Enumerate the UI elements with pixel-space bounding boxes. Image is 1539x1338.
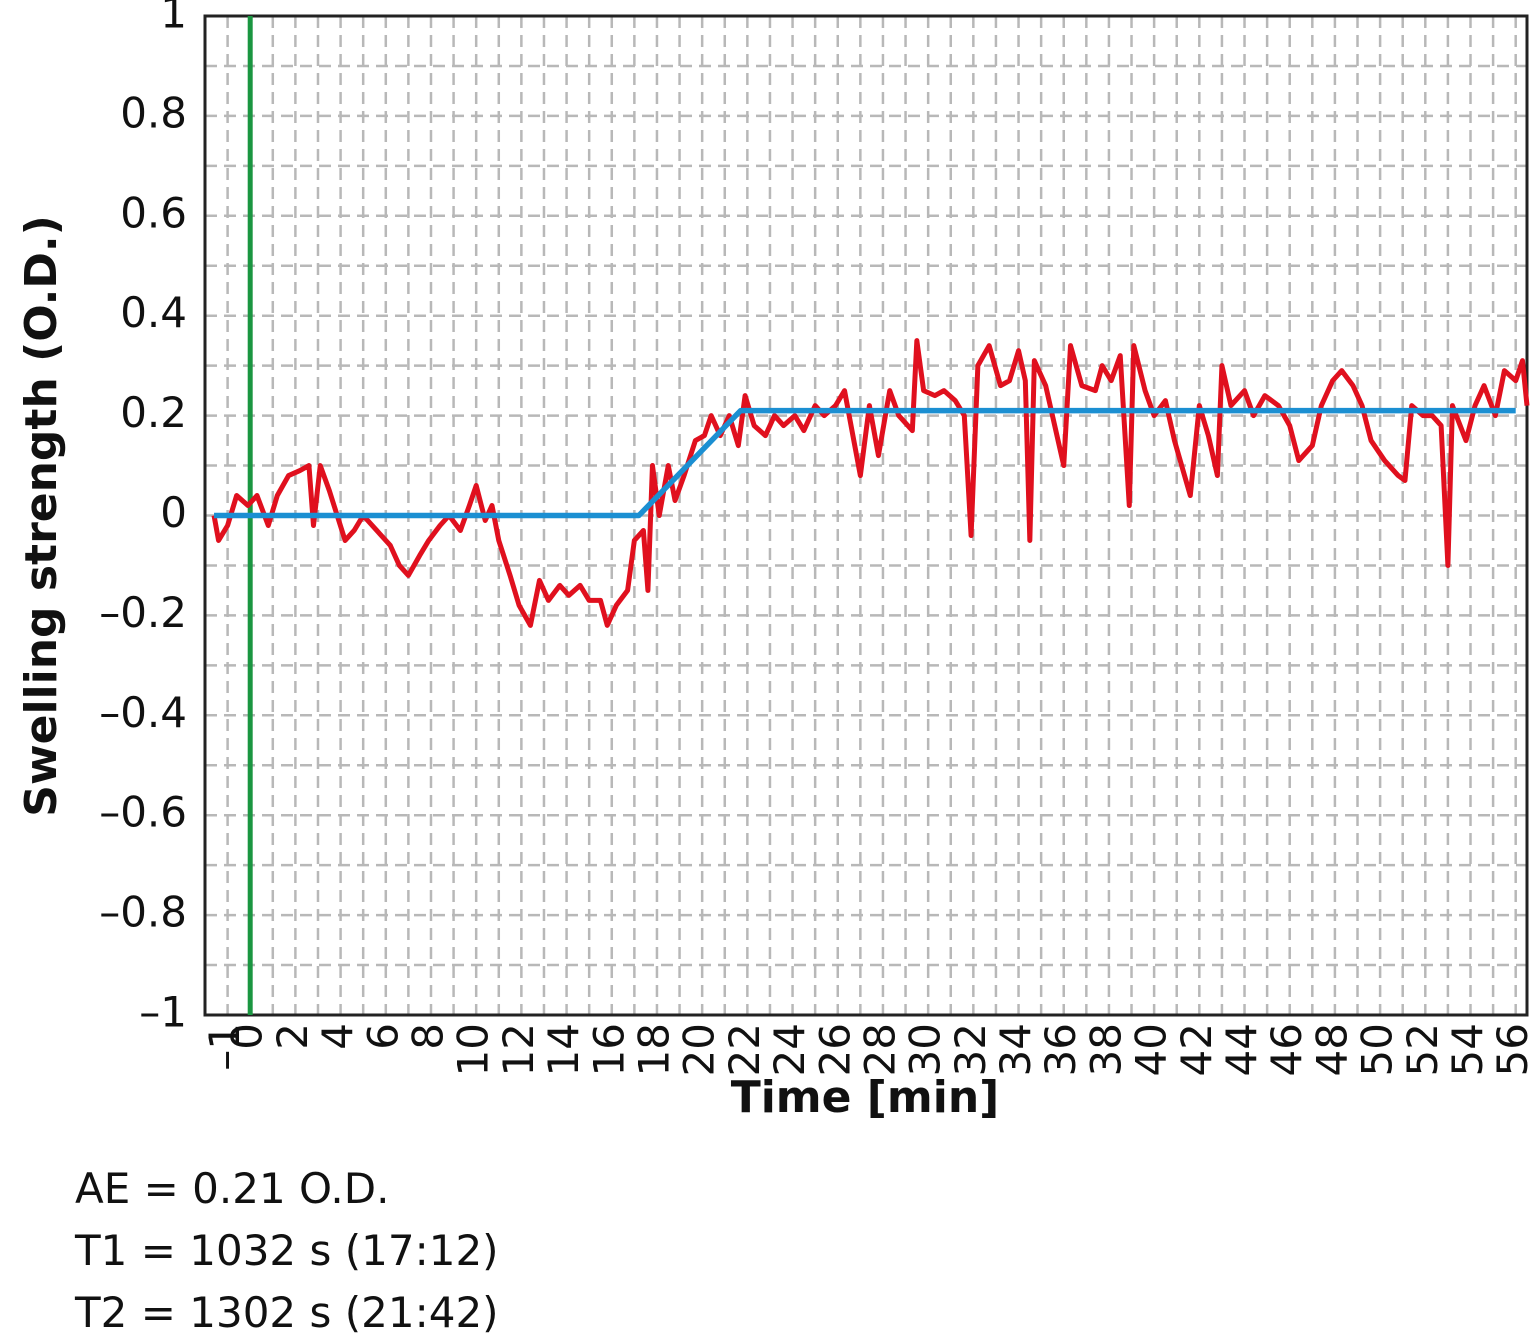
y-tick-label: 0.2 — [120, 388, 187, 437]
x-tick-label: 42 — [1172, 1023, 1221, 1076]
annotation: AE = 0.21 O.D. — [75, 1164, 389, 1213]
x-tick-label: 46 — [1262, 1023, 1311, 1076]
y-tick-label: –0.4 — [99, 688, 187, 737]
x-axis-label: Time [min] — [731, 1072, 1000, 1123]
x-tick-label: 40 — [1127, 1023, 1176, 1076]
data-line — [214, 407, 1516, 519]
plot-frame — [203, 14, 1529, 1017]
x-tick-label: 44 — [1217, 1023, 1266, 1076]
y-axis-label: Swelling strength (O.D.) — [16, 215, 67, 816]
y-tick-label: 0.4 — [120, 288, 187, 337]
y-tick-label: 1 — [160, 0, 187, 38]
x-tick-label: 50 — [1353, 1023, 1402, 1076]
y-tick-label: 0.6 — [120, 188, 187, 237]
y-tick-label: –1 — [139, 988, 187, 1037]
x-tick-label: 36 — [1036, 1023, 1085, 1076]
y-tick-label: –0.6 — [99, 788, 187, 837]
x-tick-label: 18 — [629, 1023, 678, 1076]
x-tick-label: 52 — [1398, 1023, 1447, 1076]
x-tick-label: 34 — [991, 1023, 1040, 1076]
data-line — [211, 338, 1530, 628]
x-tick-label: 14 — [539, 1023, 588, 1076]
x-tick-label: 56 — [1488, 1023, 1537, 1076]
x-tick-label: 28 — [855, 1023, 904, 1076]
y-tick-label: –0.8 — [99, 888, 187, 937]
annotation: T2 = 1302 s (21:42) — [74, 1288, 499, 1337]
x-tick-label: 16 — [584, 1023, 633, 1076]
x-tick-label: 48 — [1307, 1023, 1356, 1076]
x-tick-label: –1 — [200, 1023, 249, 1071]
x-tick-label: 8 — [403, 1023, 452, 1050]
x-tick-label: 32 — [946, 1023, 995, 1076]
x-tick-label: 30 — [901, 1023, 950, 1076]
x-tick-label: 26 — [810, 1023, 859, 1076]
x-tick-label: 4 — [313, 1023, 362, 1050]
x-tick-label: 2 — [268, 1023, 317, 1050]
y-tick-label: 0.8 — [120, 88, 187, 137]
x-tick-label: 24 — [765, 1023, 814, 1076]
y-tick-label: –0.2 — [99, 588, 187, 637]
x-tick-label: 10 — [449, 1023, 498, 1076]
x-tick-label: 20 — [675, 1023, 724, 1076]
x-tick-label: 22 — [720, 1023, 769, 1076]
x-tick-label: 6 — [358, 1023, 407, 1050]
x-tick-label: 12 — [494, 1023, 543, 1076]
y-tick-label: 0 — [160, 488, 187, 537]
annotation: T1 = 1032 s (17:12) — [74, 1226, 499, 1275]
x-tick-label: 38 — [1081, 1023, 1130, 1076]
x-tick-label: 0 — [223, 1023, 272, 1050]
x-tick-label: 54 — [1443, 1023, 1492, 1076]
